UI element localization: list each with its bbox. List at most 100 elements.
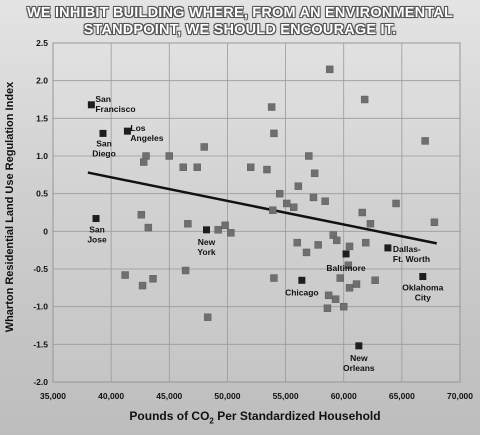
- city-label: Los Angeles: [130, 123, 163, 143]
- data-point: [121, 271, 129, 279]
- data-point: [276, 189, 284, 198]
- city-label-line: San: [89, 225, 105, 235]
- y-tick-label: 1.0: [36, 151, 48, 161]
- data-point: [184, 220, 192, 228]
- city-point: [298, 276, 306, 284]
- city-label-line: Jose: [87, 235, 107, 245]
- x-tick-label: 50,000: [214, 391, 240, 401]
- data-point: [290, 203, 298, 211]
- x-axis-label: Pounds of CO2 Per Standardized Household: [30, 409, 480, 425]
- x-tick-label: 45,000: [156, 391, 182, 401]
- data-point: [246, 163, 255, 172]
- city-label: Chicago: [285, 287, 319, 297]
- city-label-line: Los: [130, 123, 145, 133]
- x-tick-label: 35,000: [40, 391, 66, 401]
- city-label-line: Francisco: [95, 104, 135, 114]
- data-point: [138, 281, 147, 290]
- city-label-line: Angeles: [130, 133, 163, 143]
- data-point: [323, 304, 332, 312]
- city-label-line: New: [350, 353, 368, 363]
- data-point: [362, 238, 370, 247]
- city-label-line: San: [95, 94, 111, 104]
- chart-title-line-1: WE INHIBIT BUILDING WHERE, FROM AN ENVIR…: [26, 5, 454, 21]
- city-point: [92, 215, 100, 223]
- city-label-line: Baltimore: [326, 263, 365, 273]
- data-point: [140, 158, 148, 166]
- data-point: [263, 165, 271, 174]
- data-point: [149, 275, 157, 283]
- x-tick-label: 60,000: [331, 391, 357, 401]
- city-label: Oklahoma City: [402, 283, 443, 303]
- city-label-line: York: [197, 247, 216, 257]
- city-label: San Diego: [92, 138, 116, 158]
- data-point: [214, 226, 222, 234]
- trendline-group: [87, 171, 437, 245]
- city-label: San Francisco: [95, 94, 135, 114]
- city-label: San Jose: [87, 225, 107, 245]
- data-point: [302, 248, 311, 257]
- city-label-line: Oklahoma: [402, 283, 443, 293]
- city-label: New York: [197, 237, 216, 257]
- data-point: [371, 276, 379, 284]
- city-point: [419, 273, 427, 281]
- city-label-line: Ft. Worth: [393, 254, 430, 264]
- city-point: [202, 226, 210, 234]
- data-point: [269, 206, 277, 214]
- data-point: [314, 241, 322, 249]
- data-point: [340, 302, 348, 311]
- y-tick-label: -0.5: [33, 264, 48, 274]
- data-point: [267, 103, 276, 111]
- data-point: [430, 218, 439, 226]
- data-point: [333, 236, 341, 245]
- city-label-line: New: [198, 237, 216, 247]
- data-point: [227, 229, 235, 237]
- data-point: [358, 208, 367, 217]
- data-point: [345, 242, 354, 251]
- city-point: [99, 129, 107, 137]
- data-point: [392, 199, 400, 208]
- data-point: [293, 238, 301, 247]
- y-tick-label: -1.0: [33, 302, 48, 312]
- x-tick-label: 65,000: [389, 391, 415, 401]
- data-point: [203, 313, 212, 321]
- city-label-line: Dallas-: [393, 244, 421, 254]
- tick-labels: 35,000 40,000 45,000 50,000 55,000 60,000 65,0…: [33, 38, 473, 401]
- y-tick-label: 0: [43, 226, 48, 236]
- city-label-line: San: [96, 138, 112, 148]
- y-tick-label: -2.0: [33, 377, 48, 387]
- data-point: [137, 211, 146, 219]
- city-point: [123, 127, 131, 135]
- y-tick-label: 1.5: [36, 113, 48, 123]
- y-tick-label: -1.5: [33, 339, 48, 349]
- data-point: [360, 95, 369, 104]
- trendline: [87, 171, 437, 245]
- data-point: [165, 152, 173, 160]
- data-point: [221, 221, 229, 230]
- x-axis-label-pre: Pounds of CO: [129, 409, 210, 423]
- city-label-line: Chicago: [285, 287, 319, 297]
- data-point: [310, 169, 319, 178]
- data-point: [179, 163, 187, 172]
- data-point: [193, 163, 201, 172]
- city-label-line: Diego: [92, 148, 116, 158]
- x-axis-label-sub: 2: [209, 416, 214, 426]
- city-label: New Orleans: [343, 353, 375, 373]
- data-point: [421, 137, 429, 145]
- data-point: [181, 266, 190, 275]
- y-tick-label: 0.5: [36, 189, 48, 199]
- data-point: [345, 284, 354, 292]
- data-point: [200, 143, 208, 151]
- plot-frame: [52, 42, 461, 383]
- x-tick-label: 55,000: [273, 391, 299, 401]
- city-label: Baltimore: [326, 263, 365, 273]
- data-point: [144, 223, 153, 232]
- data-point: [270, 129, 278, 138]
- grid: [52, 42, 461, 383]
- x-tick-label: 40,000: [98, 391, 124, 401]
- data-point: [366, 220, 375, 228]
- x-axis-label-post: Per Standardized Household: [213, 409, 381, 423]
- y-tick-label: 2.0: [36, 76, 48, 86]
